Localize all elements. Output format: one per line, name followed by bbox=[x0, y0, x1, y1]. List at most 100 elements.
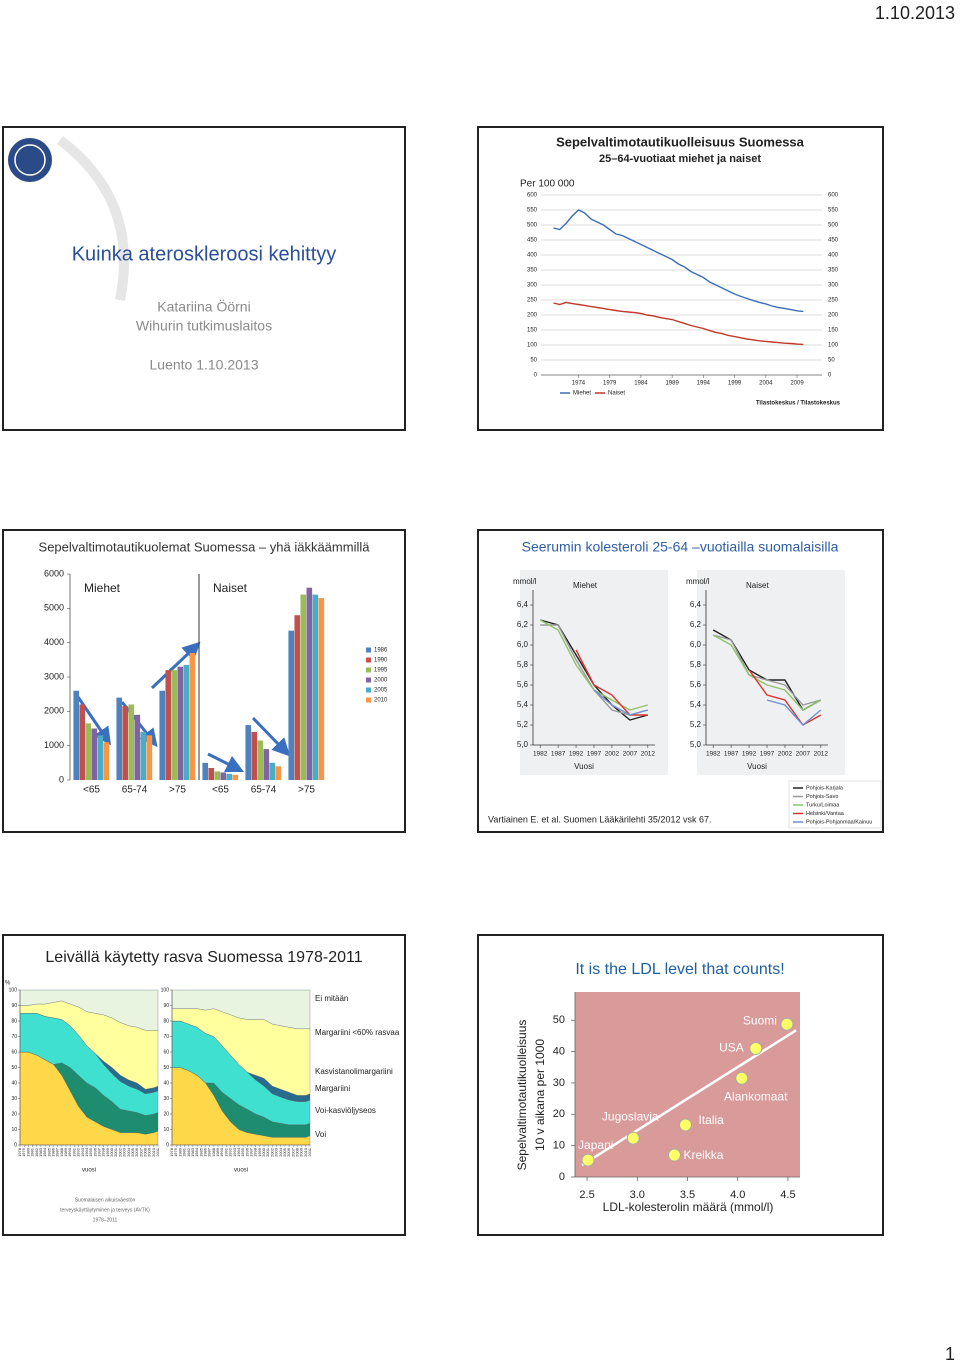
legend-swatch bbox=[366, 677, 371, 683]
x-tick-label: 65-74 bbox=[251, 785, 277, 796]
legend-label: 1995 bbox=[374, 668, 388, 674]
y-tick-label: 10 bbox=[11, 1127, 17, 1133]
x-tick-label: 1980 bbox=[25, 1147, 30, 1157]
chart-title: Sepelvaltimotautikuolleisuus Suomessa bbox=[556, 134, 805, 149]
x-tick-label: 2002 bbox=[117, 1147, 122, 1157]
y-tick-label: 90 bbox=[163, 1003, 169, 1009]
x-tick-label: 2004 bbox=[759, 381, 773, 387]
bar bbox=[294, 615, 301, 780]
y-tick-label: 0 bbox=[166, 1142, 169, 1148]
x-tick-label: 1999 bbox=[728, 381, 742, 387]
y2-tick-label: 550 bbox=[828, 208, 839, 214]
x-tick-label: 1978 bbox=[17, 1147, 22, 1157]
line-series bbox=[713, 634, 821, 706]
point bbox=[626, 1131, 640, 1145]
point-label: Alankomaat bbox=[724, 1089, 788, 1103]
y2-tick-label: 250 bbox=[828, 298, 839, 304]
x-tick-label: 2000 bbox=[261, 1147, 266, 1157]
x-tick-label: 1995 bbox=[240, 1147, 245, 1157]
bar bbox=[202, 762, 209, 780]
y2-tick-label: 150 bbox=[828, 328, 839, 334]
x-tick-label: 1992 bbox=[742, 751, 757, 758]
y-tick-label: 300 bbox=[527, 283, 538, 289]
x-tick-label: 1985 bbox=[198, 1147, 203, 1157]
x-tick-label: 2006 bbox=[134, 1147, 139, 1157]
y-tick-label: 6,4 bbox=[517, 600, 529, 609]
x-tick-label: 2001 bbox=[265, 1147, 270, 1157]
bar bbox=[288, 630, 295, 780]
x-tick-label: 1992 bbox=[228, 1147, 233, 1157]
y-tick-label: 250 bbox=[527, 298, 538, 304]
chart-title: Sepelvaltimotautikuolemat Suomessa – yhä… bbox=[39, 539, 371, 554]
y2-tick-label: 400 bbox=[828, 253, 839, 259]
x-tick-label: 1983 bbox=[190, 1147, 195, 1157]
x-tick-label: 1994 bbox=[236, 1147, 241, 1157]
legend-swatch bbox=[366, 647, 371, 653]
line-series bbox=[575, 649, 648, 716]
x-tick-label: 2009 bbox=[790, 381, 804, 387]
legend-label: Margariini bbox=[315, 1084, 350, 1093]
x-tick-label: 1978 bbox=[169, 1147, 174, 1157]
y-tick-label: 50 bbox=[553, 1014, 565, 1026]
x-tick-label: 1991 bbox=[223, 1147, 228, 1157]
logo-ring bbox=[14, 144, 46, 176]
x-tick-label: 4.5 bbox=[780, 1189, 795, 1201]
x-tick-label: 1979 bbox=[603, 381, 617, 387]
slide-title: Kuinka ateroskleroosi kehittyy bbox=[72, 243, 337, 265]
y-tick-label: 4000 bbox=[44, 637, 64, 647]
x-tick-label: 1986 bbox=[51, 1147, 56, 1157]
y2-tick-label: 450 bbox=[828, 238, 839, 244]
y-axis-label: 10 v aikana per 1000 bbox=[533, 1039, 547, 1151]
x-tick-label: 3.0 bbox=[630, 1189, 645, 1201]
x-tick-label: 1992 bbox=[569, 751, 584, 758]
y-tick-label: 10 bbox=[553, 1140, 565, 1152]
legend-label: Voi bbox=[315, 1130, 326, 1139]
y-tick-label: 30 bbox=[11, 1096, 17, 1102]
y-tick-label: 5,2 bbox=[517, 720, 529, 729]
x-tick-label: 2010 bbox=[151, 1147, 156, 1157]
y-tick-label: 5,0 bbox=[517, 740, 529, 749]
slide-frame bbox=[2, 126, 406, 431]
y2-tick-label: 300 bbox=[828, 283, 839, 289]
y-tick-label: 0 bbox=[559, 1171, 565, 1183]
x-tick-label: 1983 bbox=[38, 1147, 43, 1157]
y-tick-label: 0 bbox=[534, 373, 538, 379]
y-tick-label: 450 bbox=[527, 238, 538, 244]
x-tick-label: 1980 bbox=[177, 1147, 182, 1157]
point-label: Japani bbox=[578, 1138, 613, 1152]
panel-background bbox=[697, 570, 845, 775]
x-tick-label: 1984 bbox=[194, 1147, 199, 1157]
logo bbox=[8, 136, 129, 301]
x-tick-label: 2007 bbox=[138, 1147, 143, 1157]
y-tick-label: 6,4 bbox=[690, 600, 702, 609]
legend-label: Turku/Loimaa bbox=[806, 802, 840, 808]
x-tick-label: 1997 bbox=[587, 751, 602, 758]
bar bbox=[306, 587, 313, 780]
bar bbox=[220, 772, 227, 780]
y-tick-label: 550 bbox=[527, 208, 538, 214]
x-tick-label: 2006 bbox=[286, 1147, 291, 1157]
y-tick-label: 40 bbox=[553, 1045, 565, 1057]
arrow bbox=[76, 696, 112, 746]
x-tick-label: 1987 bbox=[724, 751, 739, 758]
y-tick-label: 5,6 bbox=[690, 680, 702, 689]
legend-box bbox=[788, 780, 882, 829]
x-tick-label: 1990 bbox=[219, 1147, 224, 1157]
x-tick-label: 1997 bbox=[249, 1147, 254, 1157]
chart-title: Leivällä käytetty rasva Suomessa 1978-20… bbox=[45, 949, 362, 966]
legend-label: Pohjois-Pohjanmaa/Kainuu bbox=[806, 819, 872, 825]
point bbox=[678, 1118, 692, 1132]
y-tick-label: 5,6 bbox=[517, 680, 529, 689]
panel-title: Naiset bbox=[746, 581, 769, 590]
y-tick-label: 80 bbox=[11, 1018, 17, 1024]
bar bbox=[251, 731, 258, 780]
x-tick-label: 2003 bbox=[274, 1147, 279, 1157]
group-label: Miehet bbox=[84, 581, 121, 595]
y-tick-label: 3000 bbox=[44, 671, 64, 681]
bar bbox=[177, 666, 184, 780]
x-tick-label: 2000 bbox=[109, 1147, 114, 1157]
point bbox=[749, 1041, 763, 1055]
bar bbox=[122, 706, 129, 780]
bar bbox=[318, 598, 325, 780]
y-tick-label: 5,4 bbox=[517, 700, 529, 709]
